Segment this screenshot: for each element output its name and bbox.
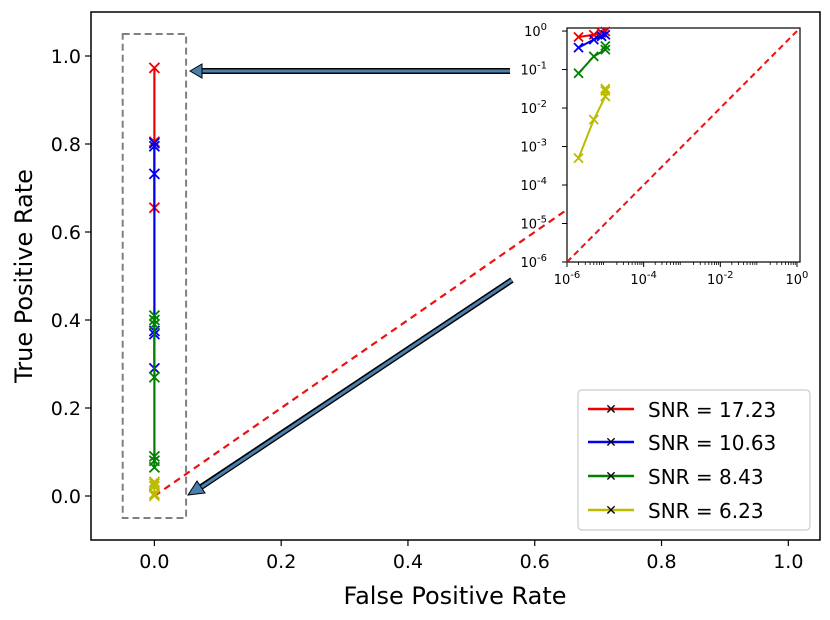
highlight-box <box>121 33 188 519</box>
x-tick-label: 0.4 <box>393 551 423 573</box>
arrow-bottom-head <box>187 480 206 496</box>
inset-series-line-3 <box>577 45 607 74</box>
legend-entry: ✕ SNR = 8.43 <box>588 465 764 489</box>
legend-entry: ✕ SNR = 17.23 <box>588 398 776 422</box>
inset-plot-area <box>566 26 798 263</box>
inset-data-point <box>573 68 584 79</box>
inset-data-point <box>600 29 611 40</box>
inset-data-point <box>600 44 611 55</box>
data-point <box>148 450 161 463</box>
data-point <box>148 140 161 152</box>
legend-label-1: SNR = 17.23 <box>648 398 776 422</box>
inset-x-tick-label: 100 <box>786 270 809 288</box>
legend-entry: ✕ SNR = 10.63 <box>588 431 776 455</box>
legend-entry: ✕ SNR = 6.23 <box>588 499 764 523</box>
inset-x-tick-label: 10-6 <box>554 270 581 288</box>
data-point <box>148 476 161 488</box>
data-point <box>148 490 161 502</box>
data-point <box>148 478 161 490</box>
legend-marker-3: ✕ <box>605 469 617 485</box>
data-point <box>148 309 161 322</box>
legend-box <box>577 389 811 531</box>
legend-marker-1: ✕ <box>605 402 617 418</box>
inset-data-point <box>588 114 599 125</box>
inset-chance-diagonal <box>566 30 798 263</box>
x-axis-label: False Positive Rate <box>343 582 566 610</box>
inset-data-point <box>573 152 584 164</box>
inset-data-point <box>600 40 611 52</box>
inset-y-tick-label: 10-4 <box>520 176 547 194</box>
inset-y-tick-label: 10-3 <box>520 138 547 156</box>
data-point <box>148 137 161 149</box>
inset-x-tick-label: 10-2 <box>707 270 734 288</box>
data-point <box>148 314 161 326</box>
inset-data-point <box>573 42 584 53</box>
data-point <box>148 488 161 500</box>
inset-y-tick-label: 10-2 <box>520 99 547 117</box>
data-point <box>148 136 161 148</box>
zoom-arrows <box>187 63 514 496</box>
y-tick-label: 0.8 <box>51 134 81 156</box>
arrow-bottom-fill <box>199 278 513 490</box>
x-tick-label: 0.2 <box>266 551 296 573</box>
x-tick-label: 0.6 <box>520 551 550 573</box>
inset-data-point <box>588 34 599 45</box>
legend-marker-2: ✕ <box>605 435 617 451</box>
y-axis-label: True Positive Rate <box>10 169 38 384</box>
main-plot-area <box>121 33 789 519</box>
inset-data-point <box>600 85 611 96</box>
legend-label-4: SNR = 6.23 <box>648 499 764 523</box>
data-point <box>148 371 161 383</box>
legend-marker-4: ✕ <box>605 503 617 519</box>
x-tick-label: 0.0 <box>139 551 169 573</box>
legend-label-2: SNR = 10.63 <box>648 431 776 455</box>
inset-y-tick-label: 100 <box>524 22 547 40</box>
legend-label-3: SNR = 8.43 <box>648 465 764 489</box>
arrow-top-head <box>189 63 203 79</box>
chance-diagonal <box>153 55 789 497</box>
x-tick-label: 0.8 <box>646 551 676 573</box>
x-tick-label: 1.0 <box>773 551 803 573</box>
inset-y-tick-label: 10-1 <box>520 61 547 79</box>
inset-y-tick-label: 10-5 <box>520 215 547 233</box>
legend: ✕ SNR = 17.23 ✕ SNR = 10.63 ✕ SNR = 8.43… <box>577 389 811 531</box>
y-tick-label: 1.0 <box>51 46 81 68</box>
data-point <box>148 62 161 74</box>
data-point <box>148 461 161 474</box>
inset-ticks: 10-6 10-4 10-2 100 100 10-1 10-2 10-3 10-4 10-5 10… <box>520 22 808 288</box>
inset-plot: 10-6 10-4 10-2 100 100 10-1 10-2 10-3 10-4 10-5 10… <box>520 22 808 288</box>
data-point <box>148 318 161 331</box>
inset-data-point <box>600 83 611 94</box>
inset-data-point <box>573 31 584 43</box>
inset-y-tick-label: 10-6 <box>520 253 547 271</box>
y-tick-label: 0.6 <box>51 222 81 244</box>
inset-data-point <box>588 51 599 62</box>
inset-x-tick-label: 10-4 <box>630 270 657 288</box>
y-tick-label: 0.2 <box>51 398 81 420</box>
data-point <box>148 168 161 180</box>
main-ticks: 0.0 0.2 0.4 0.6 0.8 1.0 0.0 0.2 0.4 0.6 0.8 1.0 <box>51 46 804 573</box>
y-tick-label: 0.4 <box>51 310 81 332</box>
y-tick-label: 0.0 <box>51 486 81 508</box>
